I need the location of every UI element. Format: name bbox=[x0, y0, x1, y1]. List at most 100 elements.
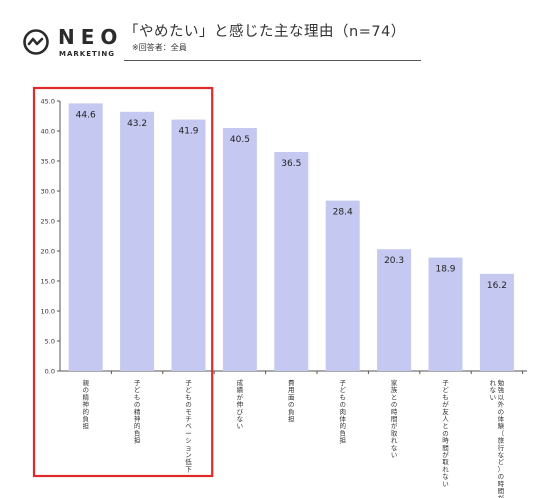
chart-subtitle: ※回答者：全員 bbox=[132, 43, 187, 52]
category-label-char: 伸 bbox=[237, 400, 244, 409]
category-label-char: 友 bbox=[442, 407, 449, 416]
category-label-char: ど bbox=[339, 386, 346, 394]
data-label: 41.9 bbox=[178, 127, 198, 137]
category-label-char: の bbox=[498, 473, 505, 481]
category-label-char: 体 bbox=[498, 414, 505, 423]
category-label-char: の bbox=[339, 401, 346, 409]
category-label-char: 負 bbox=[82, 414, 89, 423]
category-label-char: も bbox=[339, 393, 346, 401]
neo-logo-icon bbox=[23, 29, 49, 55]
category-label-char: の bbox=[288, 401, 295, 409]
category-label-char: 用 bbox=[288, 386, 295, 394]
category-label-char: 子 bbox=[134, 379, 141, 387]
category-label-char: が bbox=[498, 493, 505, 498]
y-tick-label: 35.0 bbox=[41, 158, 55, 166]
category-label-char: チ bbox=[185, 415, 192, 423]
category-label-char: 神 bbox=[82, 400, 89, 409]
category-label-char: 神 bbox=[134, 414, 141, 423]
data-label: 28.4 bbox=[333, 208, 353, 218]
category-label-char: 精 bbox=[134, 407, 141, 416]
category-label-char: モ bbox=[185, 408, 192, 416]
bar bbox=[120, 111, 155, 372]
category-label-char: 肉 bbox=[339, 407, 346, 416]
category-label-char: と bbox=[442, 422, 449, 430]
data-label: 43.2 bbox=[127, 119, 147, 129]
category-label-char: の bbox=[498, 408, 505, 416]
category-label-char: も bbox=[185, 393, 192, 401]
category-label-char: な bbox=[237, 415, 244, 423]
category-label-char: 的 bbox=[82, 407, 89, 416]
category-label-char: 間 bbox=[498, 487, 505, 495]
data-label: 44.6 bbox=[76, 110, 96, 120]
bar bbox=[377, 249, 412, 371]
bar bbox=[171, 119, 206, 371]
category-label-char: 強 bbox=[498, 386, 505, 394]
category-label-char: ー bbox=[185, 429, 192, 437]
bar bbox=[428, 257, 463, 371]
category-label-char: 成 bbox=[237, 378, 244, 387]
category-label-char: の bbox=[82, 386, 89, 394]
category-label-char: 負 bbox=[134, 428, 141, 437]
category-label-char: 面 bbox=[288, 393, 295, 401]
category-label-char: シ bbox=[185, 437, 192, 445]
category-label-char: 行 bbox=[498, 443, 505, 452]
y-tick-label: 30.0 bbox=[41, 188, 55, 196]
data-label: 36.5 bbox=[281, 159, 301, 169]
category-label-char: も bbox=[442, 393, 449, 401]
category-label-char: 間 bbox=[391, 415, 398, 423]
category-label-char: ） bbox=[498, 465, 505, 473]
category-label-char: 担 bbox=[339, 436, 346, 445]
category-label-char: 体 bbox=[339, 414, 346, 423]
data-label: 20.3 bbox=[384, 256, 404, 266]
category-label-char: 低 bbox=[185, 457, 192, 466]
category-label-char: ベ bbox=[185, 422, 192, 430]
category-label-char: 担 bbox=[82, 421, 89, 430]
bar bbox=[274, 152, 309, 371]
category-label-char: の bbox=[134, 401, 141, 409]
category-label-char: 負 bbox=[288, 407, 295, 416]
category-label-char: 担 bbox=[134, 436, 141, 445]
y-tick-label: 0.0 bbox=[45, 368, 55, 376]
data-label: 18.9 bbox=[435, 265, 455, 275]
highlight-box bbox=[32, 86, 214, 478]
category-label-char: ン bbox=[185, 451, 192, 459]
category-label-char: 子 bbox=[185, 379, 192, 387]
category-label-char: 精 bbox=[82, 392, 89, 401]
category-label-char: の bbox=[185, 401, 192, 409]
category-label-char: 間 bbox=[442, 444, 449, 452]
category-label-char: 績 bbox=[237, 385, 244, 394]
logo-marketing-text: MARKETING bbox=[59, 50, 115, 58]
category-label-char: 時 bbox=[442, 437, 449, 445]
title-underline bbox=[124, 60, 421, 61]
bar bbox=[68, 103, 103, 372]
category-label-char: 家 bbox=[391, 378, 398, 387]
category-label-char: い bbox=[442, 480, 449, 488]
category-label-char: が bbox=[442, 450, 449, 459]
category-label-char: 族 bbox=[391, 385, 398, 394]
chart-title: 「やめたい」と感じた主な理由（n=74） bbox=[124, 24, 406, 40]
category-label-char: 費 bbox=[288, 378, 295, 387]
category-label-char: 外 bbox=[498, 400, 505, 409]
y-tick-label: 15.0 bbox=[41, 278, 55, 286]
data-label: 40.5 bbox=[230, 135, 250, 145]
category-label-char: ど bbox=[498, 458, 505, 466]
category-label-char: な bbox=[490, 386, 497, 394]
category-label-char: 取 bbox=[442, 458, 449, 466]
category-label-char: ョ bbox=[185, 444, 192, 452]
category-label-char: れ bbox=[490, 379, 497, 387]
category-label-char: 時 bbox=[498, 480, 505, 488]
category-label-char: 子 bbox=[442, 379, 449, 387]
category-label-char: ど bbox=[134, 386, 141, 394]
category-label-char: の bbox=[391, 401, 398, 409]
category-label-char: い bbox=[391, 451, 398, 459]
y-tick-label: 45.0 bbox=[41, 98, 55, 106]
category-label-char: れ bbox=[442, 465, 449, 473]
category-label-char: 的 bbox=[134, 421, 141, 430]
category-label-char: 験 bbox=[498, 421, 505, 430]
category-label-char: ど bbox=[185, 386, 192, 394]
